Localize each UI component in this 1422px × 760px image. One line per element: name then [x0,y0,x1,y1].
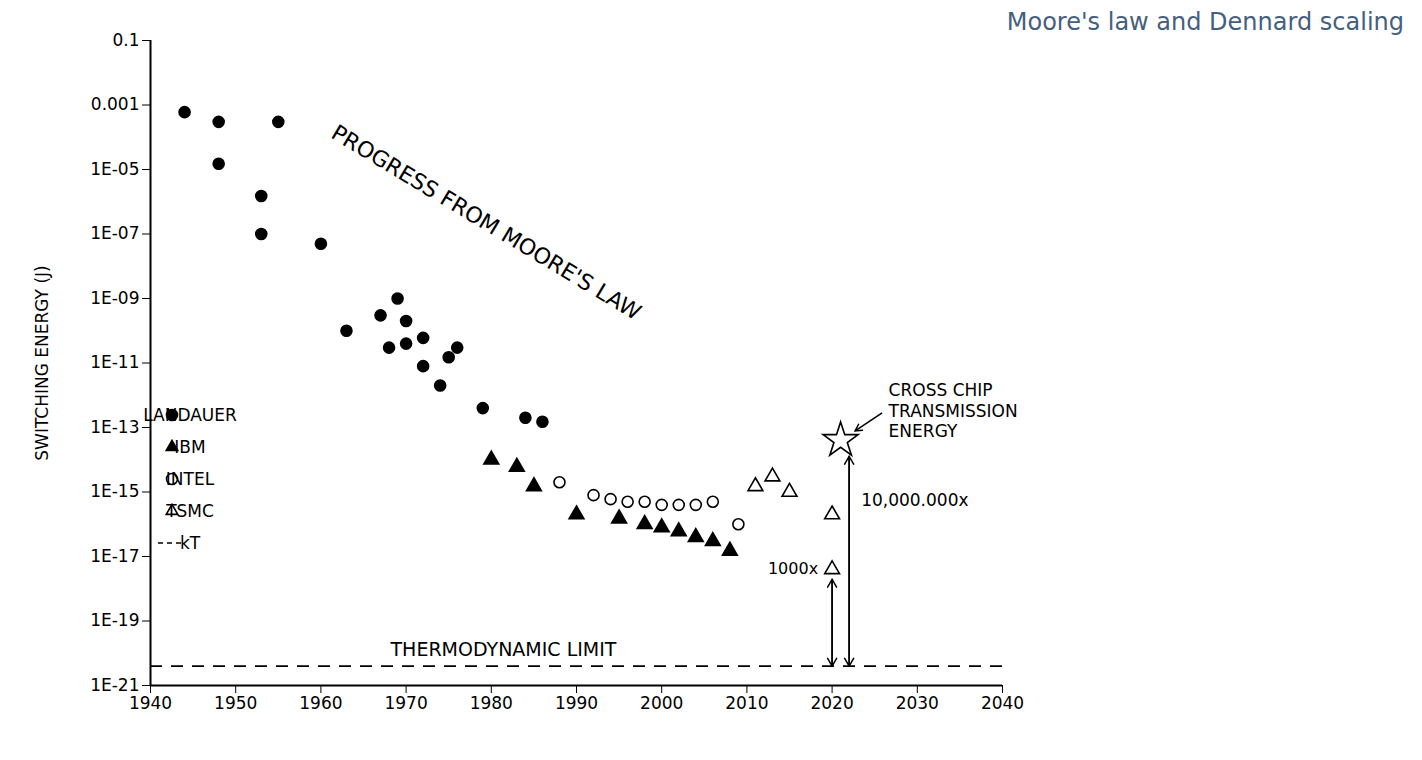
svg-text:IBM: IBM [174,437,205,457]
svg-text:THERMODYNAMIC LIMIT: THERMODYNAMIC LIMIT [390,638,617,660]
svg-text:1E-21: 1E-21 [90,674,140,695]
svg-text:1E-19: 1E-19 [90,610,139,630]
svg-text:2030: 2030 [896,693,939,713]
svg-text:LANDAUER: LANDAUER [143,405,237,425]
svg-text:1950: 1950 [214,693,257,713]
svg-text:1990: 1990 [555,693,598,713]
svg-text:1E-17: 1E-17 [90,546,139,566]
svg-text:0.001: 0.001 [91,94,140,114]
svg-text:1E-05: 1E-05 [90,159,139,179]
svg-text:kT: kT [180,533,201,553]
svg-text:CROSS CHIPTRANSMISSIONENERGY: CROSS CHIPTRANSMISSIONENERGY [888,380,1018,441]
svg-text:10,000.000x: 10,000.000x [861,490,968,510]
svg-text:1E-09: 1E-09 [90,288,139,308]
svg-text:1E-07: 1E-07 [90,223,139,243]
svg-text:2040: 2040 [981,693,1024,713]
svg-text:1E-13: 1E-13 [90,417,139,437]
svg-text:1E-15: 1E-15 [90,481,139,501]
svg-text:2000: 2000 [640,693,683,713]
svg-text:0.1: 0.1 [112,30,139,50]
svg-text:2010: 2010 [725,693,768,713]
svg-text:SWITCHING ENERGY (J): SWITCHING ENERGY (J) [32,265,52,460]
svg-text:PROGRESS FROM MOORE'S LAW: PROGRESS FROM MOORE'S LAW [327,120,646,325]
svg-text:1940: 1940 [129,693,172,713]
svg-text:1980: 1980 [470,693,513,713]
svg-text:TSMC: TSMC [165,501,214,521]
html-text:Moore's law and Dennard scalin: Moore's law and Dennard scaling [1006,8,1404,36]
svg-text:INTEL: INTEL [166,469,215,489]
svg-text:1000x: 1000x [768,559,818,578]
svg-text:2020: 2020 [810,693,853,713]
svg-text:1970: 1970 [384,693,427,713]
svg-text:1E-11: 1E-11 [90,352,139,372]
svg-text:1960: 1960 [299,693,342,713]
